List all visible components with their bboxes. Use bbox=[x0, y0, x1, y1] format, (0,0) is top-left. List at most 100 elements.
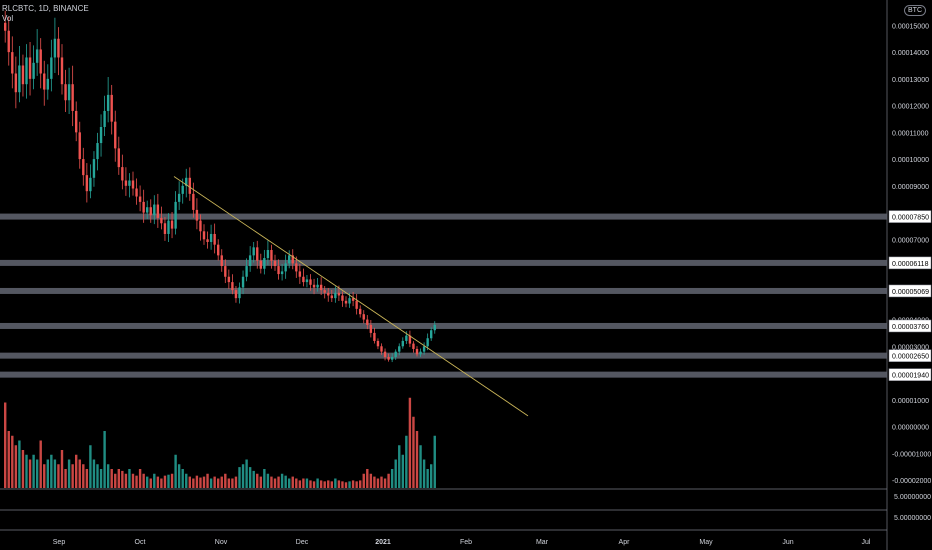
volume-bar bbox=[185, 473, 188, 488]
candle-body bbox=[71, 84, 74, 111]
volume-bar bbox=[85, 469, 89, 488]
candle-body bbox=[89, 177, 92, 192]
candle-body bbox=[128, 180, 131, 186]
volume-bar bbox=[426, 469, 429, 488]
candle-body bbox=[238, 287, 241, 299]
volume-bar bbox=[142, 473, 145, 488]
level-price-box bbox=[888, 368, 932, 381]
volume-bar bbox=[217, 478, 220, 488]
support-resistance-band bbox=[0, 352, 887, 359]
candle-body bbox=[245, 266, 248, 277]
volume-bar bbox=[192, 478, 195, 488]
candle-body bbox=[316, 284, 319, 288]
candle-body bbox=[78, 132, 81, 160]
candle-body bbox=[213, 233, 216, 245]
candle-body bbox=[305, 279, 309, 283]
candle-body bbox=[273, 260, 277, 267]
candle-body bbox=[390, 356, 394, 360]
volume-bar bbox=[163, 475, 167, 488]
candle-body bbox=[312, 284, 316, 288]
level-price-label: 0.00001940 bbox=[892, 373, 929, 380]
volume-bar bbox=[266, 473, 270, 488]
candle-body bbox=[35, 49, 39, 63]
candle-body bbox=[430, 330, 433, 339]
level-price-box bbox=[888, 256, 932, 270]
volume-bar bbox=[160, 478, 163, 488]
candle-body bbox=[387, 356, 390, 360]
volume-bar bbox=[401, 454, 404, 488]
candle-body bbox=[344, 300, 348, 304]
candle-body bbox=[202, 231, 206, 240]
candle-body bbox=[185, 177, 188, 186]
volume-bar bbox=[78, 459, 81, 488]
candle-body bbox=[415, 348, 419, 355]
volume-bar bbox=[238, 467, 241, 488]
candle-body bbox=[277, 266, 280, 275]
volume-bar bbox=[405, 435, 408, 488]
volume-bar bbox=[263, 469, 266, 488]
volume-bar bbox=[359, 480, 362, 488]
candle-body bbox=[252, 247, 255, 256]
volume-bar bbox=[348, 481, 351, 488]
candle-body bbox=[121, 167, 124, 181]
price-tick-label: 0.00013000 bbox=[892, 77, 929, 84]
candle-body bbox=[149, 207, 152, 216]
candle-body bbox=[380, 346, 383, 352]
volume-bar bbox=[146, 476, 149, 488]
volume-bar bbox=[245, 459, 248, 488]
candle-body bbox=[192, 193, 195, 210]
price-tick-label: 0.00010000 bbox=[892, 157, 929, 164]
candle-body bbox=[153, 204, 156, 216]
volume-bar bbox=[57, 464, 60, 488]
candle-body bbox=[124, 180, 128, 186]
candle-body bbox=[248, 255, 252, 267]
candle-body bbox=[67, 84, 71, 101]
volume-bar bbox=[170, 473, 174, 488]
volume-indicator-label: Vol bbox=[2, 14, 14, 23]
time-axis-label: Feb bbox=[460, 539, 472, 546]
candle-body bbox=[376, 340, 380, 347]
volume-bar bbox=[67, 459, 71, 488]
price-tick-label: 0.00001000 bbox=[892, 398, 929, 405]
candle-body bbox=[337, 292, 341, 296]
candle-body bbox=[408, 335, 412, 344]
support-resistance-band bbox=[0, 371, 887, 378]
candle-body bbox=[57, 38, 60, 58]
time-axis-label: Dec bbox=[296, 539, 309, 546]
level-price-label: 0.00005069 bbox=[892, 289, 929, 296]
volume-bar bbox=[351, 480, 355, 488]
candle-body bbox=[366, 319, 369, 325]
volume-bar bbox=[355, 481, 358, 488]
volume-bar bbox=[398, 445, 401, 488]
volume-bar bbox=[138, 469, 142, 488]
candle-body bbox=[117, 148, 120, 168]
volume-bar bbox=[153, 473, 156, 488]
volume-bar bbox=[7, 431, 10, 488]
volume-bar bbox=[380, 476, 383, 488]
volume-bar bbox=[32, 454, 35, 488]
candle-body bbox=[75, 110, 78, 133]
volume-bar bbox=[341, 481, 344, 488]
candle-body bbox=[383, 351, 387, 357]
volume-bar bbox=[234, 476, 238, 488]
descending-trendline bbox=[173, 176, 529, 417]
volume-bar bbox=[309, 480, 312, 488]
candle-body bbox=[412, 343, 415, 349]
candle-body bbox=[92, 159, 96, 178]
candle-body bbox=[163, 223, 167, 234]
volume-bar bbox=[60, 450, 64, 488]
volume-bar bbox=[156, 476, 160, 488]
volume-bar bbox=[390, 469, 394, 488]
time-axis-label: 2021 bbox=[375, 539, 391, 546]
currency-badge[interactable]: BTC bbox=[904, 5, 926, 16]
candle-body bbox=[330, 295, 333, 299]
candle-body bbox=[298, 271, 302, 277]
price-tick-label: 0.00014000 bbox=[892, 50, 929, 57]
candle-body bbox=[50, 57, 53, 79]
volume-bar bbox=[376, 478, 380, 488]
volume-bar bbox=[394, 459, 397, 488]
support-resistance-band bbox=[0, 287, 887, 294]
candle-body bbox=[323, 290, 326, 293]
volume-bar bbox=[252, 470, 255, 488]
